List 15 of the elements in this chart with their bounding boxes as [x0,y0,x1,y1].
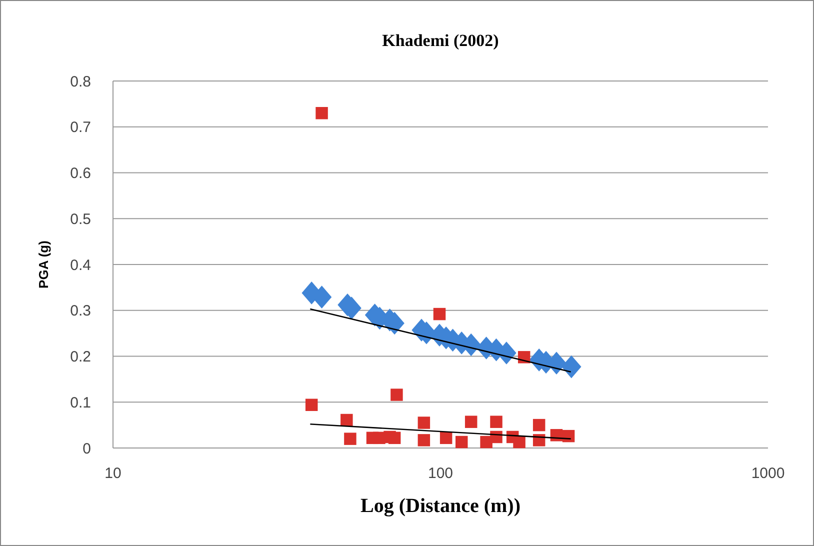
y-tick-label: 0.5 [70,210,91,228]
y-tick-label: 0.2 [70,348,91,366]
x-tick-label: 100 [428,465,454,482]
y-tick-label: 0.7 [70,119,91,136]
y-tick-label: 0 [82,440,91,458]
x-axis-title: Log (Distance (m)) [360,495,520,517]
x-tick-label: 1000 [751,465,785,482]
y-axis-title: PGA (g) [36,240,51,288]
y-tick-label: 0.3 [70,302,91,320]
y-tick-label: 0.8 [70,73,91,90]
x-tick-label: 10 [104,465,122,482]
chart-title: Khademi (2002) [382,31,499,50]
y-tick-label: 0.4 [70,256,91,274]
y-tick-label: 0.6 [70,165,91,182]
y-tick-label: 0.1 [70,394,91,412]
